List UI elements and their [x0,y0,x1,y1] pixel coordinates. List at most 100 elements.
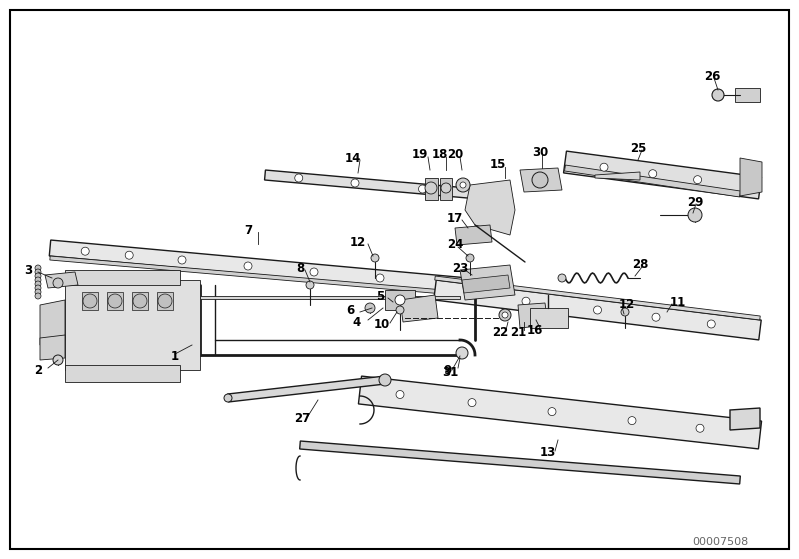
Circle shape [419,185,427,193]
Text: 8: 8 [296,262,304,274]
Circle shape [108,294,122,308]
Circle shape [558,274,566,282]
Circle shape [466,254,474,262]
Polygon shape [82,292,98,310]
Circle shape [456,178,470,192]
Circle shape [35,285,41,291]
Circle shape [379,374,391,386]
Polygon shape [595,172,640,180]
Circle shape [53,278,63,288]
Circle shape [707,320,715,328]
Circle shape [456,347,468,359]
Circle shape [178,256,186,264]
Polygon shape [462,275,510,293]
Circle shape [35,273,41,279]
Circle shape [244,262,252,270]
Text: 17: 17 [447,211,463,225]
Polygon shape [735,88,760,102]
Text: 12: 12 [619,299,635,311]
Polygon shape [157,292,173,310]
Text: 11: 11 [670,296,686,309]
Polygon shape [385,290,415,310]
Text: 2: 2 [34,363,42,377]
Circle shape [499,309,511,321]
Polygon shape [132,292,148,310]
Circle shape [396,306,404,314]
Circle shape [371,254,379,262]
Polygon shape [563,151,761,199]
Text: 21: 21 [510,325,526,339]
Circle shape [306,281,314,289]
Polygon shape [465,180,515,235]
Circle shape [649,170,657,178]
Text: 5: 5 [376,290,384,302]
Circle shape [365,303,375,313]
Circle shape [522,297,530,305]
Polygon shape [107,292,123,310]
Circle shape [652,313,660,321]
Circle shape [628,416,636,425]
Text: 12: 12 [350,235,366,249]
Circle shape [594,306,602,314]
Polygon shape [740,158,762,196]
Polygon shape [435,276,760,320]
Circle shape [460,182,466,188]
Text: 29: 29 [687,196,703,209]
Text: 25: 25 [630,141,646,154]
Circle shape [688,208,702,222]
Polygon shape [40,335,65,360]
Circle shape [468,399,476,406]
Circle shape [224,394,232,402]
Text: 13: 13 [540,447,556,459]
Text: 30: 30 [532,145,548,159]
Circle shape [83,294,97,308]
Circle shape [548,408,556,415]
Polygon shape [434,280,761,340]
Polygon shape [65,365,180,382]
Text: 31: 31 [442,366,458,378]
Circle shape [35,277,41,283]
Circle shape [133,294,147,308]
Polygon shape [50,256,490,298]
Circle shape [395,295,405,305]
Text: 22: 22 [492,325,508,339]
Polygon shape [565,165,741,197]
Circle shape [81,247,89,255]
Polygon shape [65,270,180,285]
Polygon shape [530,308,568,328]
Circle shape [376,274,384,282]
Polygon shape [359,376,761,449]
Circle shape [125,251,133,259]
Circle shape [53,355,63,365]
Polygon shape [440,178,452,200]
Circle shape [621,308,629,316]
Polygon shape [455,225,492,245]
Text: 3: 3 [24,263,32,277]
Polygon shape [400,295,438,322]
Circle shape [35,281,41,287]
Polygon shape [518,303,548,328]
Circle shape [35,265,41,271]
Text: 9: 9 [444,363,452,377]
Text: 4: 4 [353,315,361,329]
Circle shape [35,289,41,295]
Polygon shape [40,300,65,345]
Circle shape [295,174,303,182]
Circle shape [696,424,704,432]
Text: 14: 14 [345,151,361,164]
Text: 24: 24 [447,239,463,252]
Circle shape [310,268,318,276]
Polygon shape [264,170,491,200]
Text: 26: 26 [704,69,720,83]
Text: 6: 6 [346,304,354,316]
Polygon shape [65,280,200,370]
Polygon shape [520,168,562,192]
Circle shape [441,183,451,193]
Circle shape [532,172,548,188]
Polygon shape [45,272,78,288]
Polygon shape [50,240,491,296]
Text: 20: 20 [447,149,463,162]
Polygon shape [300,441,741,484]
Text: 1: 1 [171,349,179,362]
Circle shape [425,182,437,194]
